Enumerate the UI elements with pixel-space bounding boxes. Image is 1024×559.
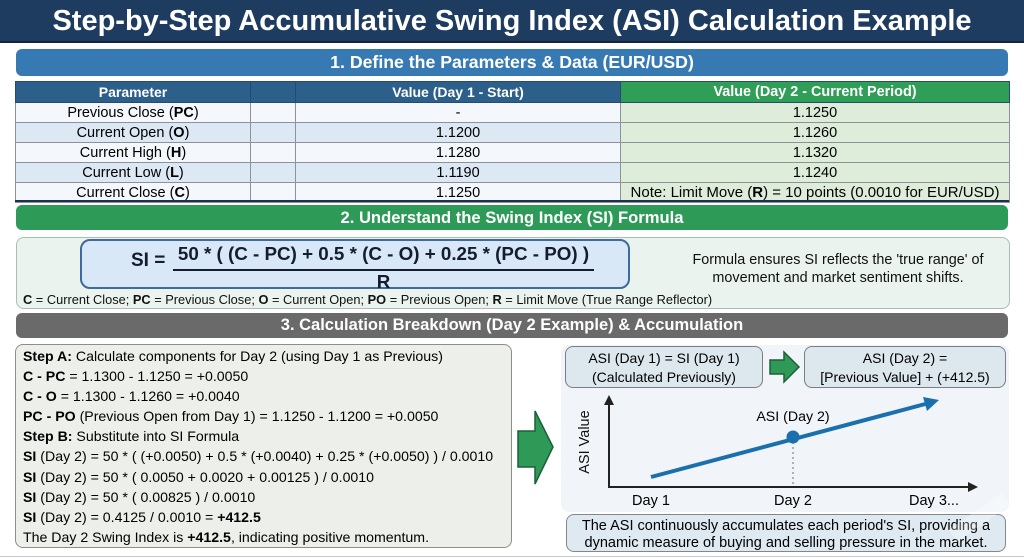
svg-text:ASI Value: ASI Value: [577, 410, 593, 473]
